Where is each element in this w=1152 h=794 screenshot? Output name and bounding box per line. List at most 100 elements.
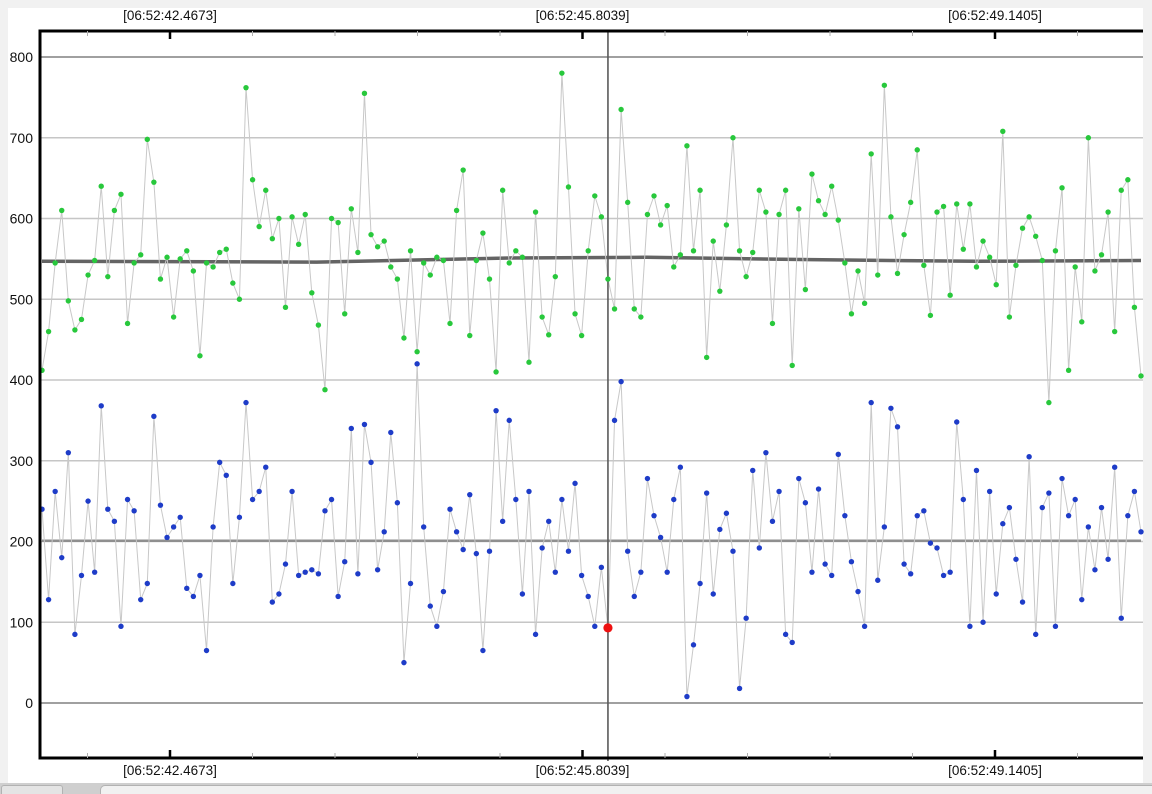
lower-series-point[interactable] <box>1059 475 1065 482</box>
upper-series-point[interactable] <box>157 276 164 282</box>
lower-series-point[interactable] <box>1085 524 1092 530</box>
lower-series-point[interactable] <box>631 593 637 600</box>
lower-series-point[interactable] <box>829 572 835 579</box>
upper-series-point[interactable] <box>467 332 473 339</box>
lower-series-point[interactable] <box>45 596 52 603</box>
upper-series-point[interactable] <box>348 206 354 212</box>
upper-series-point[interactable] <box>1105 209 1111 215</box>
lower-series-point[interactable] <box>486 548 493 554</box>
lower-series-point[interactable] <box>907 571 914 577</box>
upper-series-point[interactable] <box>328 215 335 222</box>
upper-series-point[interactable] <box>901 231 907 238</box>
upper-series-point[interactable] <box>249 177 256 183</box>
upper-series-point[interactable] <box>65 298 72 304</box>
lower-series-point[interactable] <box>249 496 256 503</box>
upper-series-point[interactable] <box>164 254 170 260</box>
upper-series-point[interactable] <box>611 306 618 312</box>
lower-series-point[interactable] <box>986 488 993 495</box>
upper-series-point[interactable] <box>203 260 210 266</box>
upper-series-point[interactable] <box>750 249 756 256</box>
upper-series-point[interactable] <box>842 260 848 266</box>
upper-series-point[interactable] <box>526 359 532 365</box>
lower-series-point[interactable] <box>197 572 203 579</box>
lower-series-point[interactable] <box>203 647 210 654</box>
lower-series-point[interactable] <box>1065 512 1072 519</box>
lower-series-point[interactable] <box>789 639 795 646</box>
scrollbar-left-cap[interactable] <box>1 785 63 794</box>
lower-series-point[interactable] <box>513 496 519 503</box>
upper-series-point[interactable] <box>881 82 888 88</box>
upper-series-point[interactable] <box>177 256 183 262</box>
lower-series-point[interactable] <box>1026 454 1032 460</box>
upper-series-point[interactable] <box>85 272 91 278</box>
upper-series-point[interactable] <box>947 292 953 298</box>
upper-series-point[interactable] <box>934 209 940 215</box>
lower-series-point[interactable] <box>947 569 953 575</box>
lower-series-point[interactable] <box>572 480 578 487</box>
lower-series-point[interactable] <box>184 585 190 592</box>
upper-series-point[interactable] <box>578 332 585 339</box>
lower-series-point[interactable] <box>447 506 453 512</box>
upper-series-point[interactable] <box>315 322 322 328</box>
lower-series-point[interactable] <box>644 475 651 482</box>
lower-series-point[interactable] <box>664 569 670 575</box>
lower-series-point[interactable] <box>914 512 920 519</box>
upper-series-point[interactable] <box>631 306 637 312</box>
selected-point-marker[interactable] <box>603 623 613 633</box>
lower-series-point[interactable] <box>302 569 308 575</box>
lower-series-point[interactable] <box>1052 623 1059 629</box>
upper-series-point[interactable] <box>144 136 150 143</box>
lower-series-point[interactable] <box>875 577 881 583</box>
lower-series-point[interactable] <box>703 490 710 496</box>
upper-series-point[interactable] <box>973 264 980 270</box>
lower-series-point[interactable] <box>493 407 499 414</box>
upper-series-point[interactable] <box>486 276 493 282</box>
lower-series-point[interactable] <box>894 424 901 430</box>
lower-series-point[interactable] <box>407 580 414 587</box>
lower-series-point[interactable] <box>855 588 861 595</box>
lower-series-point[interactable] <box>78 572 85 579</box>
upper-series-point[interactable] <box>276 215 282 222</box>
upper-series-point[interactable] <box>1138 373 1144 379</box>
upper-series-point[interactable] <box>282 304 289 311</box>
upper-series-point[interactable] <box>664 202 670 209</box>
lower-series-point[interactable] <box>85 498 91 504</box>
upper-series-point[interactable] <box>1085 135 1092 141</box>
upper-series-point[interactable] <box>684 143 690 149</box>
lower-series-point[interactable] <box>236 514 243 520</box>
lower-series-point[interactable] <box>170 524 177 530</box>
lower-series-point[interactable] <box>1046 490 1052 496</box>
lower-series-point[interactable] <box>868 399 874 406</box>
lower-series-point[interactable] <box>611 417 618 424</box>
lower-series-point[interactable] <box>901 561 907 567</box>
upper-series-point[interactable] <box>671 264 677 270</box>
upper-series-point[interactable] <box>335 219 341 226</box>
upper-series-point[interactable] <box>1052 248 1059 254</box>
upper-series-point[interactable] <box>940 203 947 210</box>
upper-series-point[interactable] <box>993 282 999 288</box>
lower-series-point[interactable] <box>559 496 565 503</box>
lower-series-point[interactable] <box>730 548 736 554</box>
lower-series-point[interactable] <box>592 623 598 629</box>
upper-series-point[interactable] <box>243 84 249 91</box>
upper-series-point[interactable] <box>730 135 736 141</box>
lower-series-point[interactable] <box>256 488 262 495</box>
upper-series-point[interactable] <box>394 276 401 282</box>
lower-series-point[interactable] <box>440 588 447 595</box>
upper-series-point[interactable] <box>782 187 789 193</box>
lower-series-point[interactable] <box>519 591 526 597</box>
lower-series-point[interactable] <box>802 500 809 506</box>
lower-series-point[interactable] <box>822 561 828 567</box>
upper-series-point[interactable] <box>605 276 611 282</box>
upper-series-point[interactable] <box>45 328 52 335</box>
upper-series-point[interactable] <box>954 201 960 207</box>
lower-series-point[interactable] <box>1039 504 1045 511</box>
lower-series-point[interactable] <box>414 361 420 367</box>
lower-series-point[interactable] <box>401 659 407 666</box>
upper-series-point[interactable] <box>815 198 822 204</box>
upper-series-point[interactable] <box>91 257 98 264</box>
upper-series-point[interactable] <box>256 223 262 230</box>
lower-series-point[interactable] <box>717 526 723 533</box>
lower-series-point[interactable] <box>328 496 335 503</box>
